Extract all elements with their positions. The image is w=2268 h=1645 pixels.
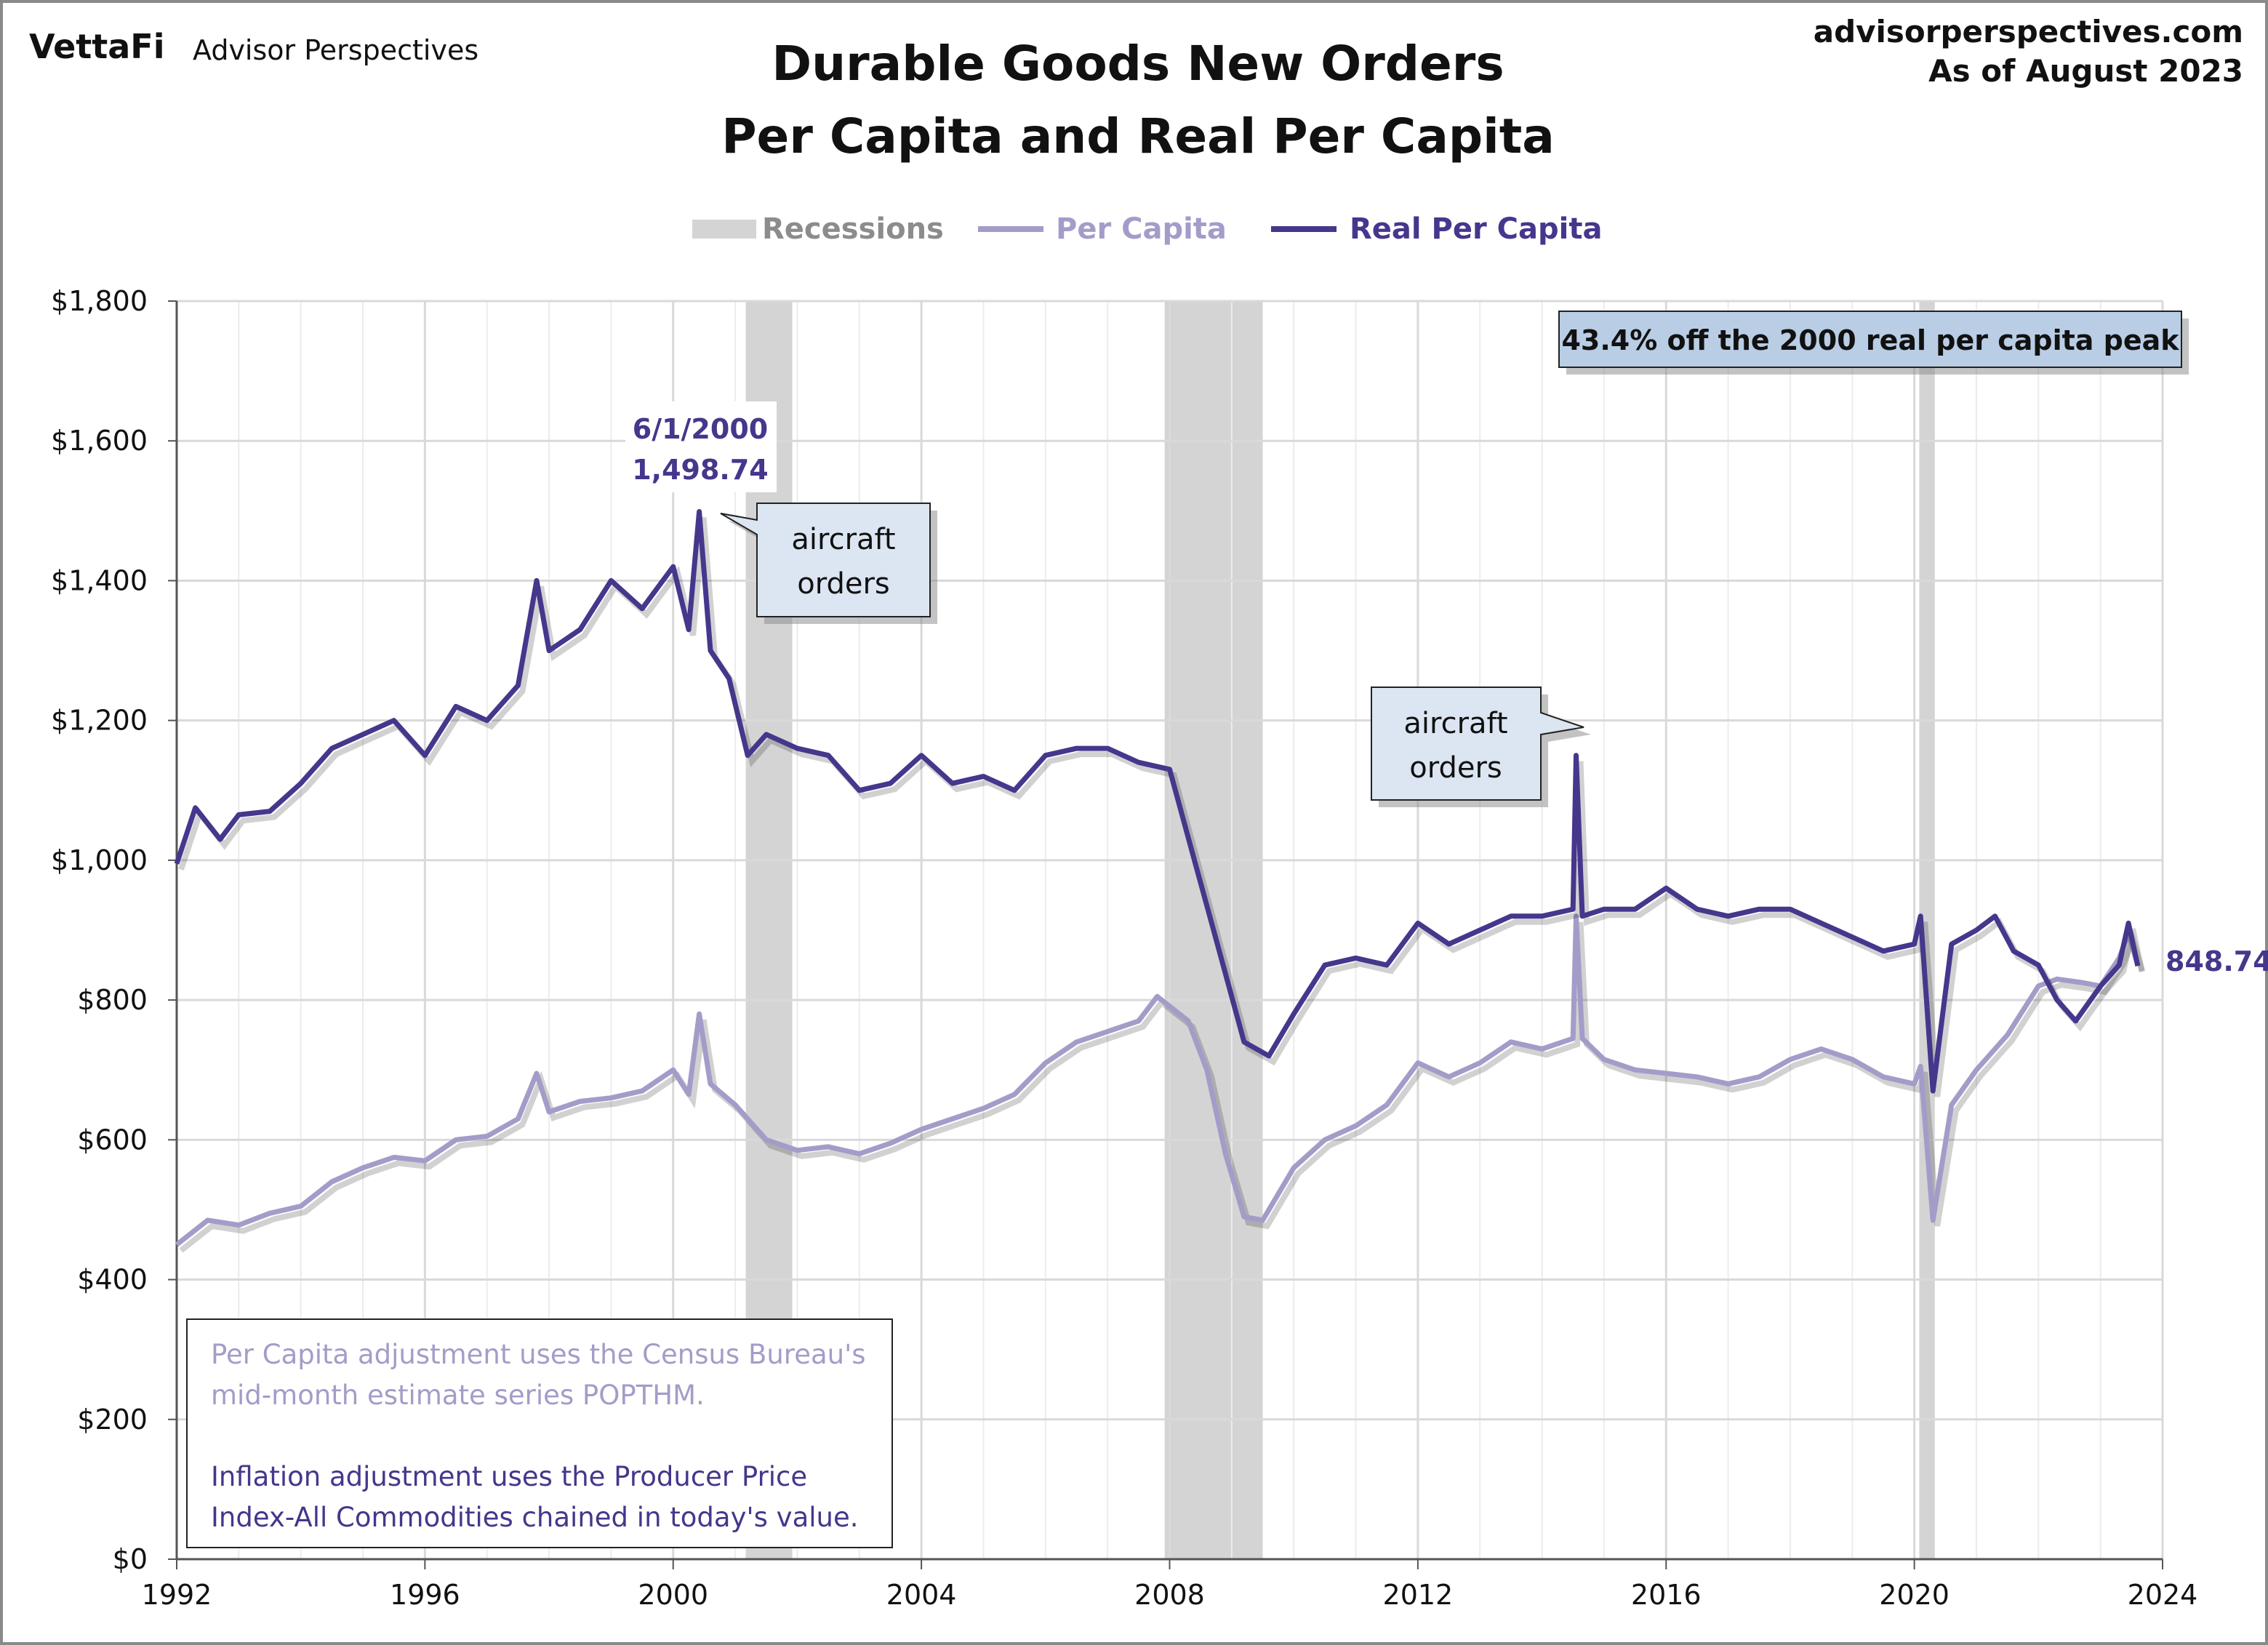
note-inflation-2: Index-All Commodities chained in today's… xyxy=(211,1502,859,1533)
x-tick-label: 2004 xyxy=(886,1579,957,1611)
chart-title-line-2: Per Capita and Real Per Capita xyxy=(721,108,1555,164)
legend-label-per-capita: Per Capita xyxy=(1056,212,1227,246)
x-tick-label: 2000 xyxy=(638,1579,708,1611)
peak-label-bg xyxy=(625,401,777,492)
legend-swatch-recessions xyxy=(692,220,756,239)
x-tick-label: 2024 xyxy=(2128,1579,2198,1611)
per-capita-line xyxy=(175,913,2141,1247)
x-tick-label: 2020 xyxy=(1879,1579,1950,1611)
callout-aircraft-orders-2014: aircraft orders xyxy=(1371,687,1591,807)
callout-aircraft-orders-2000: aircraft orders xyxy=(720,503,937,624)
end-value-label: 848.74 xyxy=(2165,938,2268,982)
callout-text: orders xyxy=(797,567,890,601)
y-axis-ticks: $0 $200 $400 $600 $800 $1,000 $1,200 $1,400 $1,6… xyxy=(51,285,178,1575)
y-tick-label: $600 xyxy=(77,1124,148,1156)
x-tick-label: 1996 xyxy=(390,1579,460,1611)
y-tick-label: $1,600 xyxy=(51,425,148,457)
notes-box: Per Capita adjustment uses the Census Bu… xyxy=(186,1318,893,1548)
x-axis-ticks: 1992 1996 2000 2004 2008 2012 2016 2020 2024 xyxy=(142,1558,2198,1611)
header: VettaFi Advisor Perspectives advisorpers… xyxy=(29,14,2243,164)
x-tick-label: 2012 xyxy=(1383,1579,1454,1611)
x-tick-label: 2008 xyxy=(1134,1579,1205,1611)
y-tick-label: $1,200 xyxy=(51,705,148,737)
callout-text: orders xyxy=(1409,751,1502,785)
series-lines xyxy=(174,509,2145,1253)
x-tick-label: 2016 xyxy=(1631,1579,1702,1611)
brand-name: Advisor Perspectives xyxy=(193,34,478,66)
peak-decline-box: 43.4% off the 2000 real per capita peak xyxy=(1558,311,2189,375)
recession-band xyxy=(1919,301,1935,1559)
real-per-capita-line xyxy=(174,509,2141,1094)
end-value-text: 848.74 xyxy=(2165,945,2268,977)
peak-date-label: 6/1/2000 xyxy=(633,413,768,445)
source-site: advisorperspectives.com xyxy=(1814,14,2243,49)
note-inflation-1: Inflation adjustment uses the Producer P… xyxy=(211,1461,807,1492)
legend-label-real-per-capita: Real Per Capita xyxy=(1350,212,1602,246)
callout-box xyxy=(720,503,931,617)
y-tick-label: $1,000 xyxy=(51,844,148,876)
chart-title-line-1: Durable Goods New Orders xyxy=(772,36,1504,92)
as-of-date: As of August 2023 xyxy=(1928,53,2243,89)
legend-label-recessions: Recessions xyxy=(762,212,944,246)
y-tick-label: $0 xyxy=(113,1543,148,1575)
y-tick-label: $800 xyxy=(77,984,148,1016)
peak-label: 6/1/2000 1,498.74 xyxy=(625,401,777,492)
x-tick-label: 1992 xyxy=(142,1579,212,1611)
callout-box xyxy=(1371,687,1584,801)
callout-text: aircraft xyxy=(1403,707,1507,740)
series-shadow xyxy=(178,517,2145,1097)
peak-decline-text: 43.4% off the 2000 real per capita peak xyxy=(1561,324,2179,356)
legend: Recessions Per Capita Real Per Capita xyxy=(692,212,1602,246)
y-tick-label: $1,800 xyxy=(51,285,148,317)
peak-value-label: 1,498.74 xyxy=(632,454,769,486)
y-tick-label: $400 xyxy=(77,1264,148,1296)
note-per-capita-1: Per Capita adjustment uses the Census Bu… xyxy=(211,1339,866,1370)
callout-text: aircraft xyxy=(791,523,895,556)
y-tick-label: $1,400 xyxy=(51,564,148,596)
note-per-capita-2: mid-month estimate series POPTHM. xyxy=(211,1380,705,1411)
y-tick-label: $200 xyxy=(77,1404,148,1436)
brand-logo: VettaFi xyxy=(29,27,165,66)
